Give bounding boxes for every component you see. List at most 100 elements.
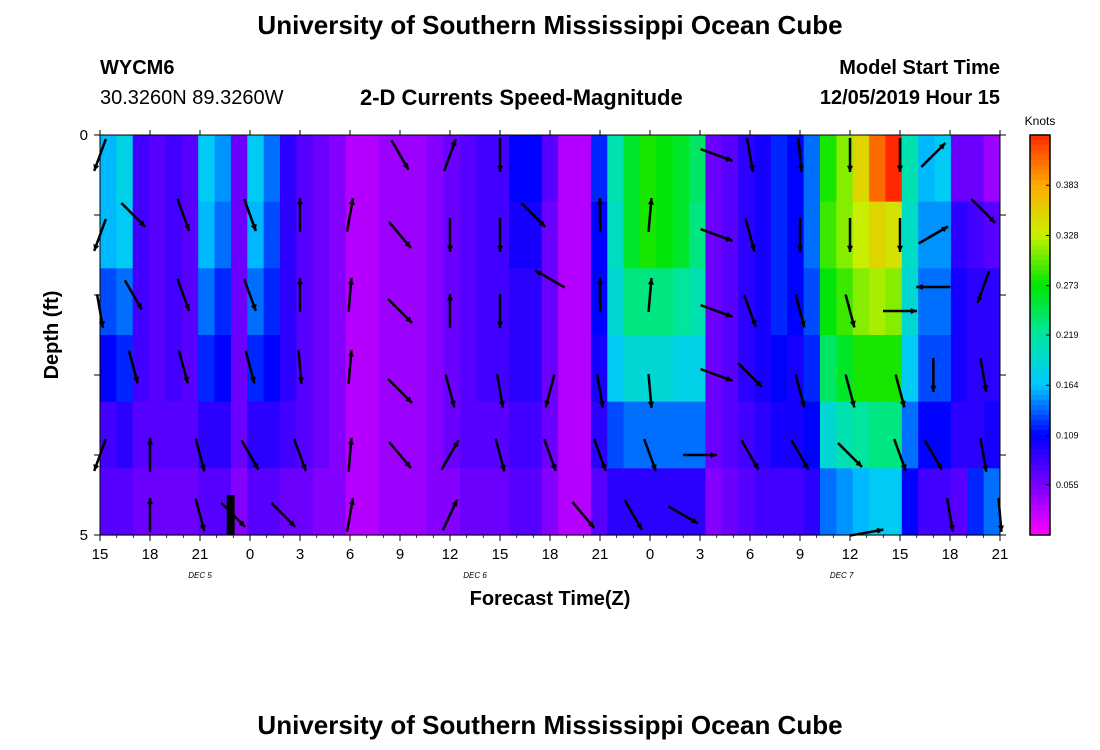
current-arrow — [123, 279, 143, 311]
heatmap-cell — [149, 135, 167, 203]
heatmap-cell — [852, 468, 870, 536]
x-tick-label: 12 — [842, 546, 859, 563]
heatmap-cell — [705, 135, 723, 203]
heatmap-cell — [950, 401, 968, 469]
current-arrow — [837, 442, 863, 468]
heatmap-cell — [361, 201, 379, 269]
heatmap-cell — [329, 335, 347, 403]
heatmap-cell — [165, 468, 183, 536]
colorbar-swatch — [1030, 485, 1050, 491]
heatmap-cell — [607, 135, 625, 203]
heatmap-cell — [149, 201, 167, 269]
current-arrow — [596, 198, 604, 232]
heatmap-cell — [901, 201, 919, 269]
heatmap-cell — [607, 201, 625, 269]
current-arrow — [494, 438, 506, 472]
colorbar-swatch — [1030, 495, 1050, 501]
colorbar-swatch — [1030, 440, 1050, 446]
heatmap-cell — [820, 201, 837, 269]
heatmap-cell — [950, 268, 968, 336]
heatmap-cell — [460, 135, 477, 203]
heatmap-cell — [361, 135, 379, 203]
heatmap-cell — [132, 335, 150, 403]
colorbar-swatch — [1030, 310, 1050, 316]
heatmap-cell — [770, 468, 788, 536]
heatmap-cell — [820, 468, 837, 536]
heatmap-cell — [100, 135, 117, 203]
heatmap-cell — [967, 401, 985, 469]
current-arrow — [177, 350, 190, 384]
heatmap-cell — [492, 468, 510, 536]
heatmap-cell — [787, 401, 805, 469]
heatmap-cell — [263, 401, 281, 469]
heatmap-cell — [803, 268, 821, 336]
heatmap-cell — [934, 335, 952, 403]
colorbar-swatch — [1030, 385, 1050, 391]
heatmap-cell — [754, 335, 772, 403]
current-arrow — [240, 439, 260, 471]
heatmap-cell — [770, 335, 788, 403]
heatmap-cell — [116, 201, 134, 269]
heatmap-cell — [345, 201, 363, 269]
current-arrow — [520, 202, 547, 228]
colorbar-swatch — [1030, 395, 1050, 401]
current-arrow — [893, 438, 907, 472]
heatmap-cell — [672, 268, 690, 336]
heatmap-cell — [132, 135, 150, 203]
heatmap-cell — [247, 135, 265, 203]
colorbar-swatch — [1030, 315, 1050, 321]
colorbar-tick-label: 0.109 — [1056, 430, 1079, 440]
heatmap-cell — [869, 268, 887, 336]
station-coords: 30.3260N 89.3260W — [100, 87, 284, 109]
date-label: DEC 7 — [830, 571, 854, 580]
current-arrow — [388, 221, 412, 249]
heatmap-cell — [247, 401, 265, 469]
colorbar-tick-label: 0.273 — [1056, 281, 1079, 291]
heatmap-cell — [198, 268, 216, 336]
current-arrow — [146, 438, 154, 472]
chart-subtitle: 2-D Currents Speed-Magnitude — [360, 85, 683, 110]
heatmap-cell — [852, 335, 870, 403]
heatmap-cell — [263, 268, 281, 336]
heatmap-cell — [590, 401, 608, 469]
heatmap-cell — [885, 268, 903, 336]
heatmap-cell — [640, 401, 657, 469]
heatmap-cell — [623, 268, 641, 336]
colorbar-tick-label: 0.328 — [1056, 230, 1079, 240]
heatmap-cell — [656, 335, 674, 403]
heatmap-cell — [116, 135, 134, 203]
heatmap-cell — [950, 201, 968, 269]
colorbar-swatch — [1030, 460, 1050, 466]
heatmap-cell — [689, 268, 707, 336]
current-arrow — [146, 498, 154, 532]
heatmap-cell — [934, 135, 952, 203]
heatmap-cell — [754, 468, 772, 536]
heatmap-cell — [967, 268, 985, 336]
heatmap-cell — [345, 401, 363, 469]
current-arrow — [243, 198, 257, 232]
current-arrow — [571, 501, 596, 529]
colorbar-swatch — [1030, 260, 1050, 266]
current-arrow — [923, 439, 943, 471]
heatmap-cell — [983, 401, 1000, 469]
current-arrow — [647, 197, 654, 233]
colorbar-swatch — [1030, 345, 1050, 351]
heatmap-cell — [116, 268, 134, 336]
current-arrow — [387, 298, 413, 324]
colorbar-swatch — [1030, 225, 1050, 231]
heatmap-cell — [623, 401, 641, 469]
heatmap-cell — [590, 335, 608, 403]
heatmap-cell — [836, 268, 854, 336]
current-arrow — [945, 498, 955, 532]
colorbar-swatch — [1030, 185, 1050, 191]
heatmap-cell — [230, 201, 248, 269]
heatmap-cell — [721, 335, 739, 403]
heatmap-cell — [214, 201, 232, 269]
heatmap-cell — [181, 268, 199, 336]
colorbar-tick-label: 0.383 — [1056, 180, 1079, 190]
heatmap-cell — [983, 268, 1000, 336]
current-arrow — [930, 358, 937, 392]
x-axis-label: Forecast Time(Z) — [470, 588, 631, 610]
heatmap-cell — [280, 468, 297, 536]
colorbar-swatch — [1030, 420, 1050, 426]
